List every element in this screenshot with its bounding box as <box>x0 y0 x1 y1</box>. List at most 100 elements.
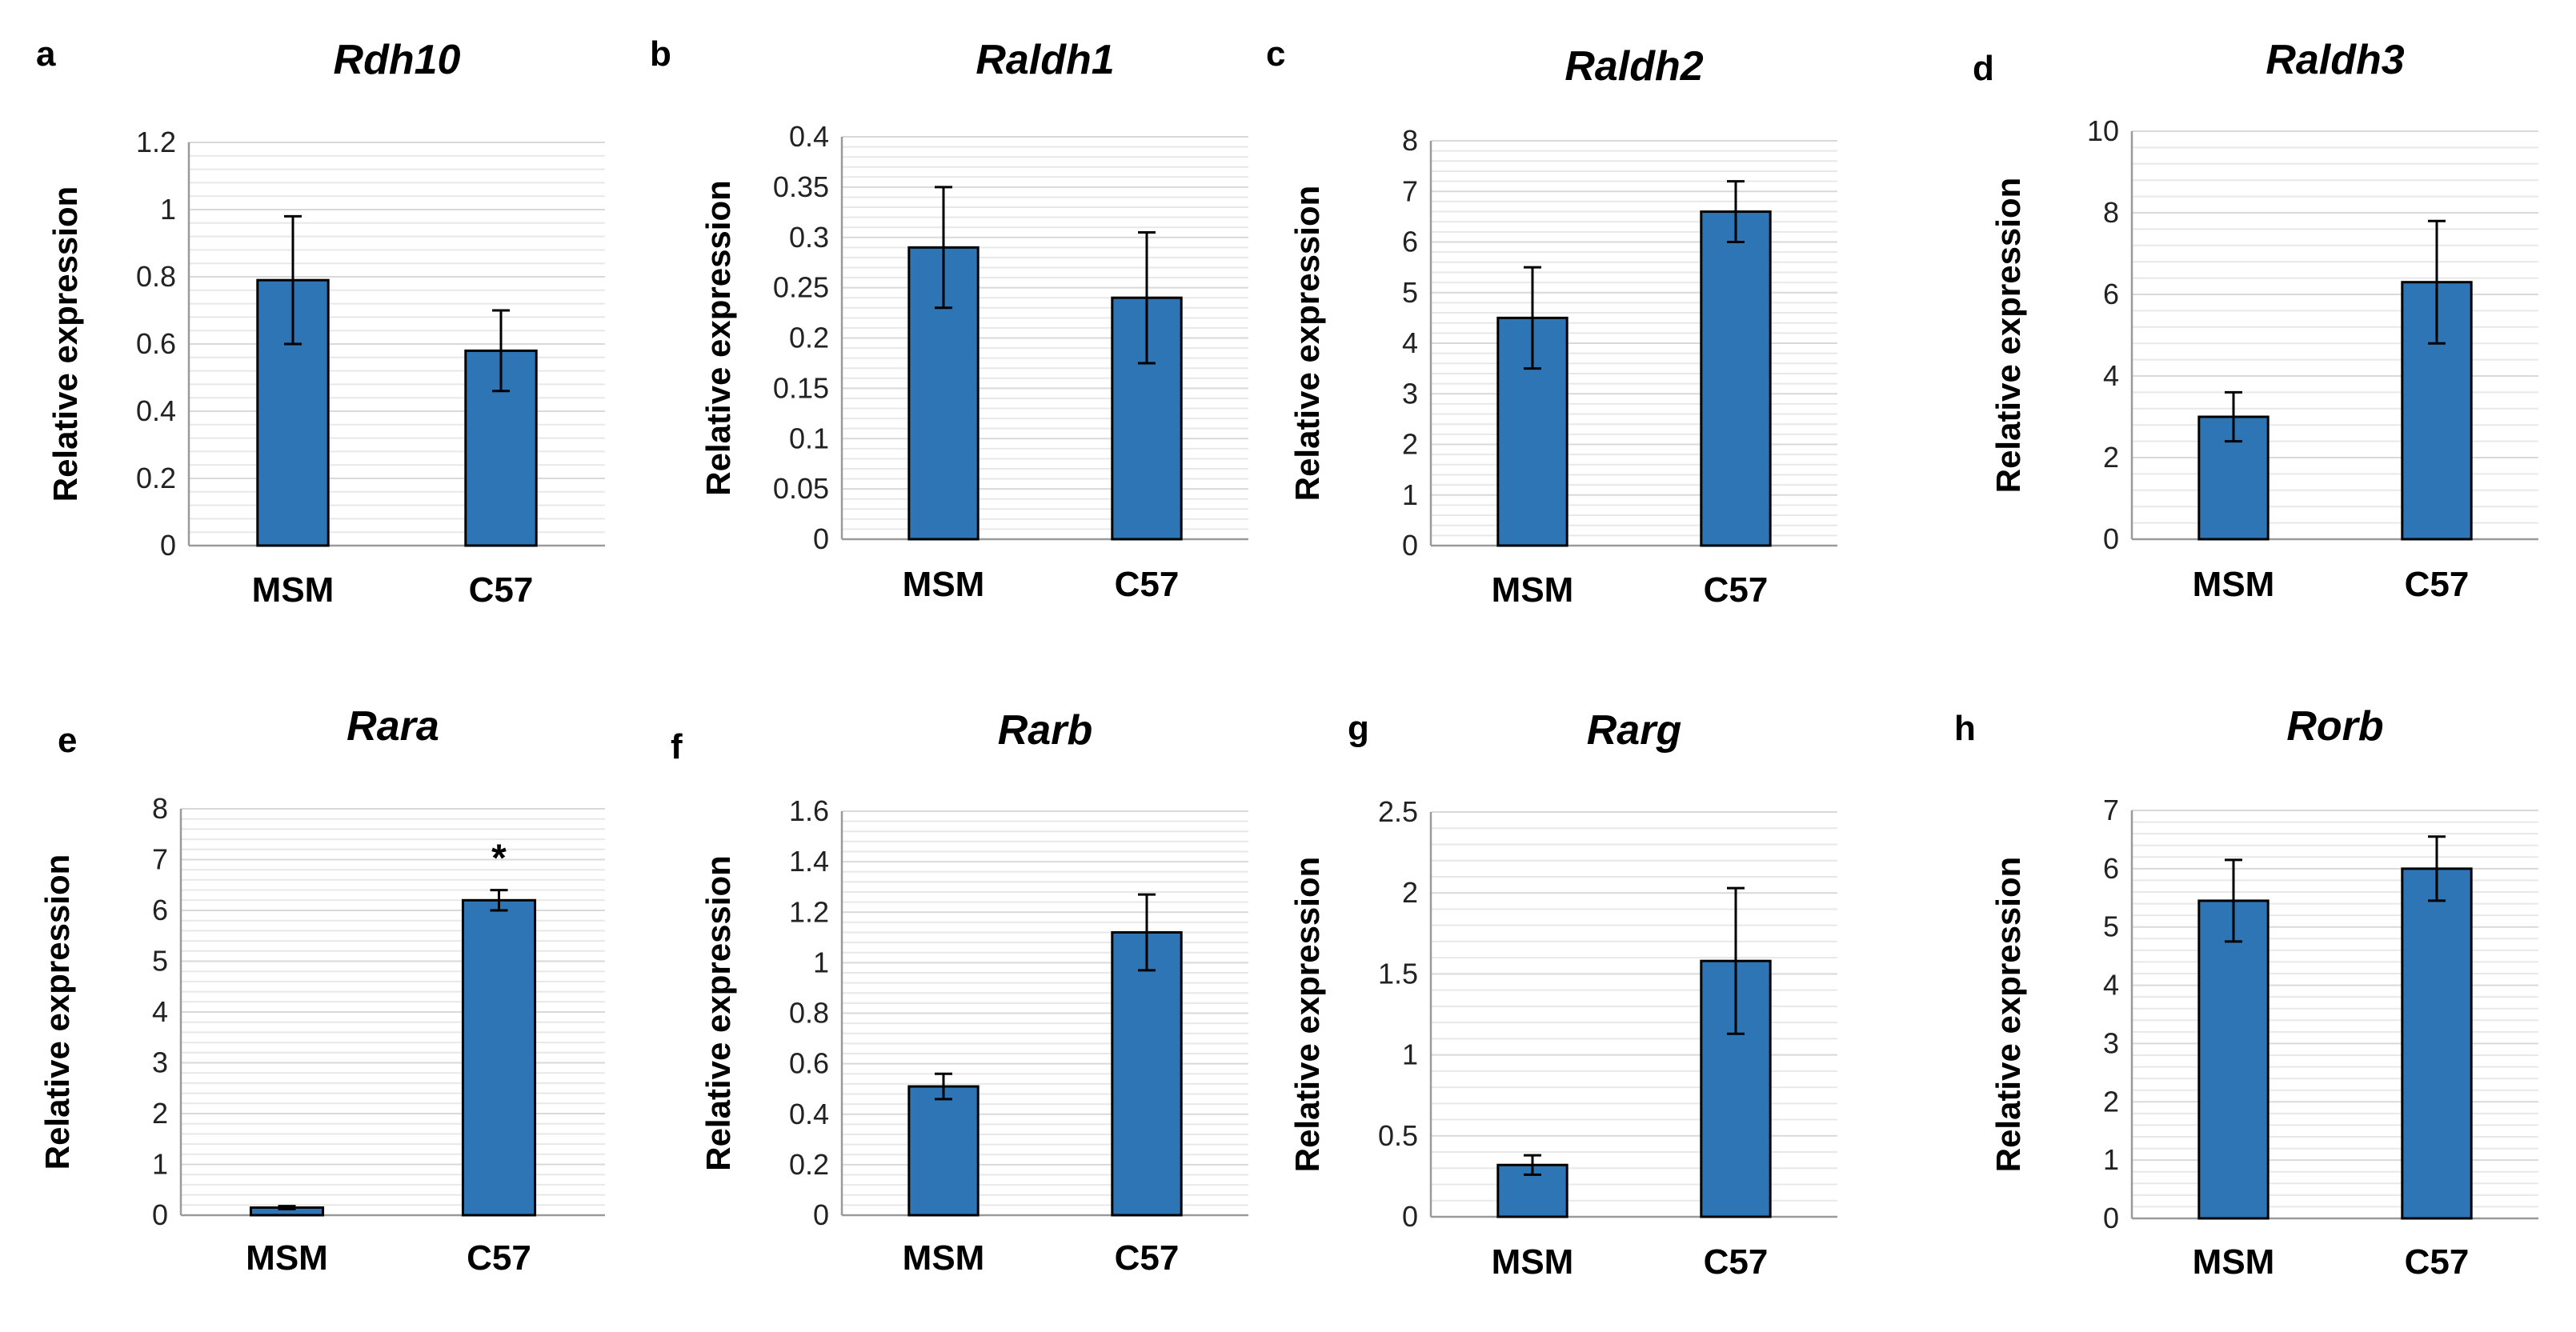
y-tick-label: 4 <box>2103 969 2119 1002</box>
y-tick-label: 1.6 <box>789 794 829 827</box>
y-axis-label: Relative expression <box>1989 178 2027 494</box>
chart-panel-g: 0 0.5 1 1.5 2 2.5 MSM C57 Rarg g Relative expressi… <box>1288 707 1837 1282</box>
y-tick-label: 1 <box>160 193 176 226</box>
x-tick-label: C57 <box>2405 565 2470 604</box>
panel-letter: e <box>58 721 77 760</box>
y-tick-label: 6 <box>2103 852 2119 885</box>
y-tick-label: 1 <box>1402 478 1418 511</box>
y-tick-label: 7 <box>152 843 168 876</box>
panel-letter: f <box>671 727 683 766</box>
panel-letter: g <box>1348 709 1369 748</box>
y-tick-label: 1 <box>2103 1143 2119 1176</box>
y-tick-label: 0 <box>160 529 176 562</box>
x-tick-label: C57 <box>467 1238 531 1278</box>
bar-c57 <box>2401 867 2473 1220</box>
y-tick-label: 4 <box>1402 326 1418 359</box>
y-axis-label: Relative expression <box>1288 186 1326 502</box>
y-tick-label: 5 <box>2103 910 2119 943</box>
x-tick-label: C57 <box>1115 1238 1180 1278</box>
y-tick-label: 0 <box>813 522 829 555</box>
x-tick-label: MSM <box>2193 565 2275 604</box>
y-tick-label: 0.25 <box>773 271 829 304</box>
bar-c57 <box>461 898 537 1217</box>
chart-panel-f: 0 0.2 0.4 0.6 0.8 1 1.2 1.4 1.6 MSM C57 Rarb f Relati… <box>671 707 1248 1278</box>
chart-title: Raldh1 <box>976 37 1114 83</box>
x-tick-label: MSM <box>1492 1242 1574 1282</box>
y-tick-label: 3 <box>152 1046 168 1079</box>
y-tick-label: 1.2 <box>136 126 176 158</box>
y-tick-label: 1 <box>813 946 829 978</box>
y-tick-label: 6 <box>152 894 168 926</box>
y-axis-label: Relative expression <box>38 854 76 1170</box>
y-tick-label: 6 <box>1402 226 1418 258</box>
y-tick-label: 7 <box>1402 174 1418 207</box>
y-tick-label: 1.5 <box>1378 957 1418 990</box>
y-tick-label: 2 <box>1402 876 1418 909</box>
y-tick-label: 2.5 <box>1378 795 1418 828</box>
y-tick-label: 2 <box>152 1097 168 1130</box>
y-tick-label: 0 <box>152 1198 168 1231</box>
y-tick-label: 1 <box>152 1148 168 1181</box>
y-tick-label: 0.3 <box>789 221 829 254</box>
bar-msm <box>1496 316 1568 547</box>
chart-title: Rarb <box>998 707 1092 754</box>
y-axis-label: Relative expression <box>1288 857 1326 1173</box>
y-tick-label: 0.4 <box>136 394 176 427</box>
significance-marker: * <box>491 838 507 880</box>
bar-msm <box>907 1085 980 1217</box>
x-tick-label: C57 <box>1704 1242 1769 1282</box>
chart-panel-a: 0 0.2 0.4 0.6 0.8 1 1.2 MSM C57 Rdh10 a Relative ex… <box>36 34 605 610</box>
y-tick-label: 8 <box>2103 196 2119 229</box>
y-tick-label: 0 <box>1402 1200 1418 1233</box>
y-tick-label: 0.6 <box>789 1047 829 1080</box>
panel-letter: c <box>1266 34 1285 74</box>
y-axis-label: Relative expression <box>699 180 737 496</box>
bar-c57 <box>1700 210 1772 547</box>
x-tick-label: MSM <box>903 1238 985 1278</box>
y-axis-label: Relative expression <box>46 186 84 502</box>
y-tick-label: 1.4 <box>789 845 829 878</box>
y-tick-label: 0.4 <box>789 1098 829 1130</box>
panel-letter: a <box>36 34 56 74</box>
y-tick-label: 0.35 <box>773 170 829 203</box>
y-tick-label: 5 <box>1402 276 1418 309</box>
y-tick-label: 0.6 <box>136 327 176 360</box>
y-tick-label: 0.5 <box>1378 1119 1418 1152</box>
y-tick-label: 0.2 <box>789 322 829 354</box>
y-tick-label: 3 <box>2103 1026 2119 1059</box>
y-tick-label: 3 <box>1402 377 1418 410</box>
chart-panel-h: 0 1 2 3 4 5 6 7 MSM C57 Rorb h Relative expression <box>1954 703 2538 1282</box>
y-tick-label: 0.05 <box>773 472 829 505</box>
y-tick-label: 0.15 <box>773 371 829 404</box>
chart-title: Rarg <box>1587 707 1681 754</box>
y-axis-label: Relative expression <box>1989 857 2027 1173</box>
y-tick-label: 6 <box>2103 278 2119 310</box>
y-tick-label: 5 <box>152 945 168 978</box>
x-tick-label: C57 <box>2405 1242 2470 1282</box>
y-tick-label: 0 <box>1402 529 1418 562</box>
chart-panel-b: 0 0.05 0.1 0.15 0.2 0.25 0.3 0.35 0.4 MSM C57 Raldh… <box>650 34 1248 604</box>
y-tick-label: 0.2 <box>789 1148 829 1181</box>
y-tick-label: 0 <box>813 1198 829 1231</box>
chart-title: Raldh2 <box>1564 43 1703 90</box>
chart-title: Rdh10 <box>334 37 461 83</box>
x-tick-label: MSM <box>903 565 985 604</box>
y-tick-label: 0 <box>2103 522 2119 555</box>
panel-letter: h <box>1954 709 1976 748</box>
panel-letter: d <box>1973 49 1994 88</box>
y-tick-label: 0.1 <box>789 422 829 454</box>
x-tick-label: MSM <box>2193 1242 2275 1282</box>
x-tick-label: MSM <box>1492 570 1574 610</box>
y-tick-label: 0.2 <box>136 462 176 494</box>
chart-title: Raldh3 <box>2266 37 2404 83</box>
x-tick-label: MSM <box>246 1238 328 1278</box>
x-tick-label: MSM <box>252 570 335 610</box>
y-tick-label: 0 <box>2103 1202 2119 1234</box>
chart-panel-d: 0 2 4 6 8 10 MSM C57 Raldh3 d Relative expression <box>1973 37 2538 604</box>
x-tick-label: C57 <box>469 570 534 610</box>
y-tick-label: 0.4 <box>789 120 829 153</box>
y-axis-label: Relative expression <box>699 855 737 1171</box>
chart-panel-e: 0 1 2 3 4 5 6 7 8 MSM C57 * Rara e Relative expression <box>38 703 605 1278</box>
y-tick-label: 2 <box>2103 441 2119 474</box>
y-tick-label: 7 <box>2103 794 2119 826</box>
